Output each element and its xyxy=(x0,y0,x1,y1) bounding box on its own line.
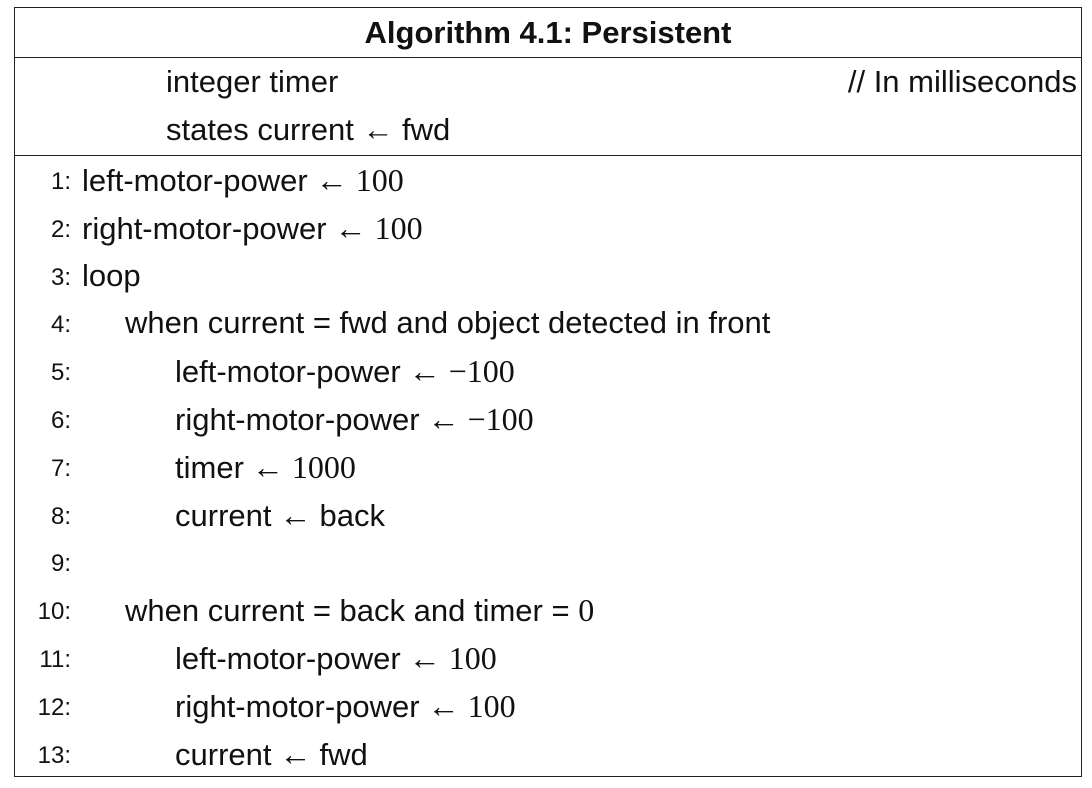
assign-arrow: ← xyxy=(400,353,449,390)
assign-arrow: ← xyxy=(326,209,375,246)
code-text: when current = back and timer = 0 xyxy=(125,592,594,629)
line-number: 9: xyxy=(50,550,71,578)
assigned-value: 100 xyxy=(448,640,497,676)
code-line: 8: current ← back xyxy=(15,495,1081,535)
code-line: 4: when current = fwd and object detected… xyxy=(15,303,1081,343)
code-text: right-motor-power ← −100 xyxy=(175,401,534,438)
assign-arrow: ← xyxy=(419,401,468,437)
assign-arrow: ← xyxy=(400,640,449,676)
code-text: left-motor-power ← −100 xyxy=(175,353,515,390)
code-line: 6: right-motor-power ← −100 xyxy=(15,399,1081,439)
line-number: 1: xyxy=(50,168,71,195)
assign-arrow: ← xyxy=(419,687,468,724)
line-number: 11: xyxy=(39,646,71,673)
assign-arrow: ← xyxy=(271,496,320,533)
code-statement: current xyxy=(175,736,272,772)
code-line: 2: right-motor-power ← 100 xyxy=(15,208,1081,248)
code-statement: left-motor-power xyxy=(175,641,401,676)
line-number: 4: xyxy=(50,311,71,339)
assign-arrow: ← xyxy=(243,448,292,485)
code-line: 11: left-motor-power ← 100 xyxy=(15,638,1081,678)
code-text: current ← back xyxy=(175,497,385,534)
code-statement: timer xyxy=(175,449,244,485)
code-statement: left-motor-power xyxy=(82,163,308,198)
assigned-value: fwd xyxy=(319,736,368,772)
code-line: 10: when current = back and timer = 0 xyxy=(15,590,1081,630)
code-line: 13: current ← fwd xyxy=(15,734,1081,774)
line-number: 12: xyxy=(37,693,71,721)
line-number: 2: xyxy=(50,215,71,243)
code-text: right-motor-power ← 100 xyxy=(82,210,423,247)
code-statement: left-motor-power xyxy=(175,354,401,390)
assigned-value: −100 xyxy=(448,353,515,390)
assign-arrow: ← xyxy=(307,162,356,198)
code-text: right-motor-power ← 100 xyxy=(175,688,516,725)
declaration-comment: // In milliseconds xyxy=(847,64,1077,99)
assigned-value: 100 xyxy=(374,209,423,246)
code-statement: when current = back and timer = xyxy=(125,593,579,629)
code-statement: current xyxy=(175,497,272,533)
code-text: when current = fwd and object detected i… xyxy=(125,305,770,341)
code-line: 12: right-motor-power ← 100 xyxy=(15,686,1081,726)
algorithm-box: Algorithm 4.1: Persistent integer timer … xyxy=(14,7,1082,777)
code-statement: loop xyxy=(82,257,141,293)
code-statement: right-motor-power xyxy=(175,688,420,724)
line-number: 8: xyxy=(50,502,71,530)
code-line: 5: left-motor-power ← −100 xyxy=(15,351,1081,391)
assigned-value: 0 xyxy=(578,592,595,629)
code-text: loop xyxy=(82,258,141,294)
code-text: current ← fwd xyxy=(175,736,368,773)
code-text: timer ← 1000 xyxy=(175,449,356,486)
line-number: 13: xyxy=(37,741,71,769)
code-statement: right-motor-power xyxy=(82,210,327,246)
assigned-value: 100 xyxy=(355,162,404,198)
declaration-timer: integer timer xyxy=(166,64,339,99)
algorithm-title: Algorithm 4.1: Persistent xyxy=(15,8,1081,58)
code-line: 7: timer ← 1000 xyxy=(15,447,1081,487)
code-statement: right-motor-power xyxy=(175,402,420,437)
line-number: 10: xyxy=(37,598,71,626)
line-number: 7: xyxy=(50,454,71,482)
line-number: 3: xyxy=(50,263,71,291)
code-text: left-motor-power ← 100 xyxy=(82,162,404,199)
assigned-value: back xyxy=(319,497,385,533)
line-number: 6: xyxy=(50,407,71,434)
declarations-block: integer timer // In milliseconds states … xyxy=(15,58,1081,156)
code-statement: when current = fwd and object detected i… xyxy=(125,305,771,341)
code-line: 3: loop xyxy=(15,256,1081,296)
assigned-value: 1000 xyxy=(291,448,356,485)
code-line: 1: left-motor-power ← 100 xyxy=(15,160,1081,200)
assign-arrow: ← xyxy=(271,735,320,772)
assigned-value: −100 xyxy=(467,401,534,437)
code-line: 9: xyxy=(15,542,1081,582)
line-number: 5: xyxy=(50,359,71,387)
assigned-value: 100 xyxy=(467,687,516,724)
declaration-states: states current ← fwd xyxy=(166,112,451,147)
code-text: left-motor-power ← 100 xyxy=(175,640,497,677)
